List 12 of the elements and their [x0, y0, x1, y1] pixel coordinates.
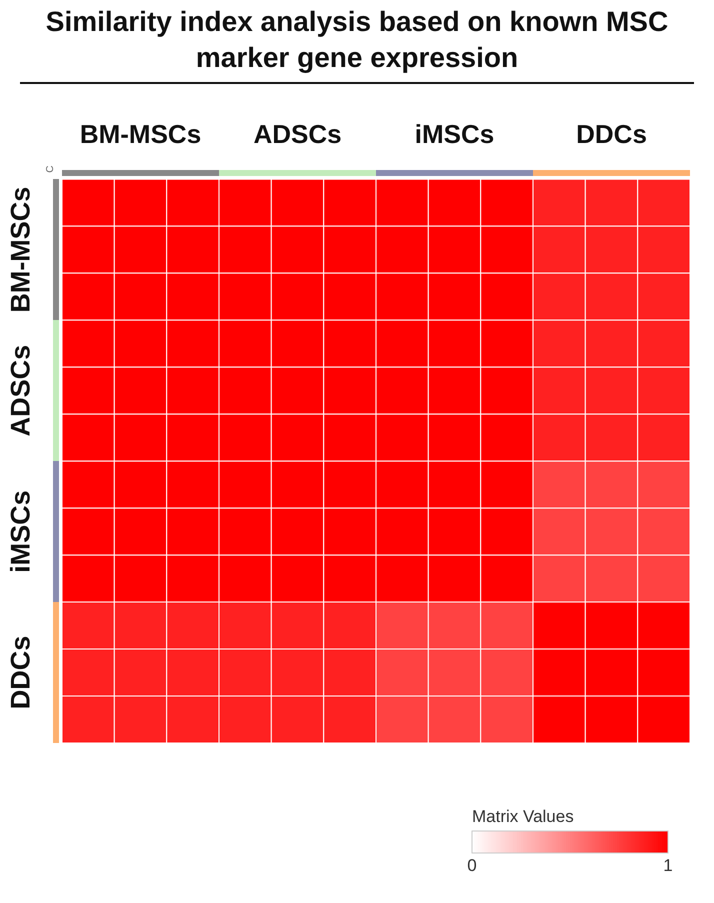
color-bar-label: 0 [467, 856, 477, 876]
y-tick-label: DDCs [5, 636, 36, 710]
x-tick-label: iMSCs [414, 118, 494, 149]
y-tick-label: iMSCs [5, 490, 36, 573]
chart-title: Similarity index analysis based on known MSC marker gene expression [20, 4, 694, 84]
x-tick-label: BM-MSCs [80, 118, 202, 149]
color-bar-label: 1 [663, 856, 673, 876]
x-tick-label: ADSCs [253, 118, 342, 149]
y-tick-label: ADSCs [5, 344, 36, 436]
color-bar-title: Matrix Values [472, 807, 574, 826]
x-tick-label: DDCs [576, 118, 647, 149]
text: C [44, 166, 56, 173]
